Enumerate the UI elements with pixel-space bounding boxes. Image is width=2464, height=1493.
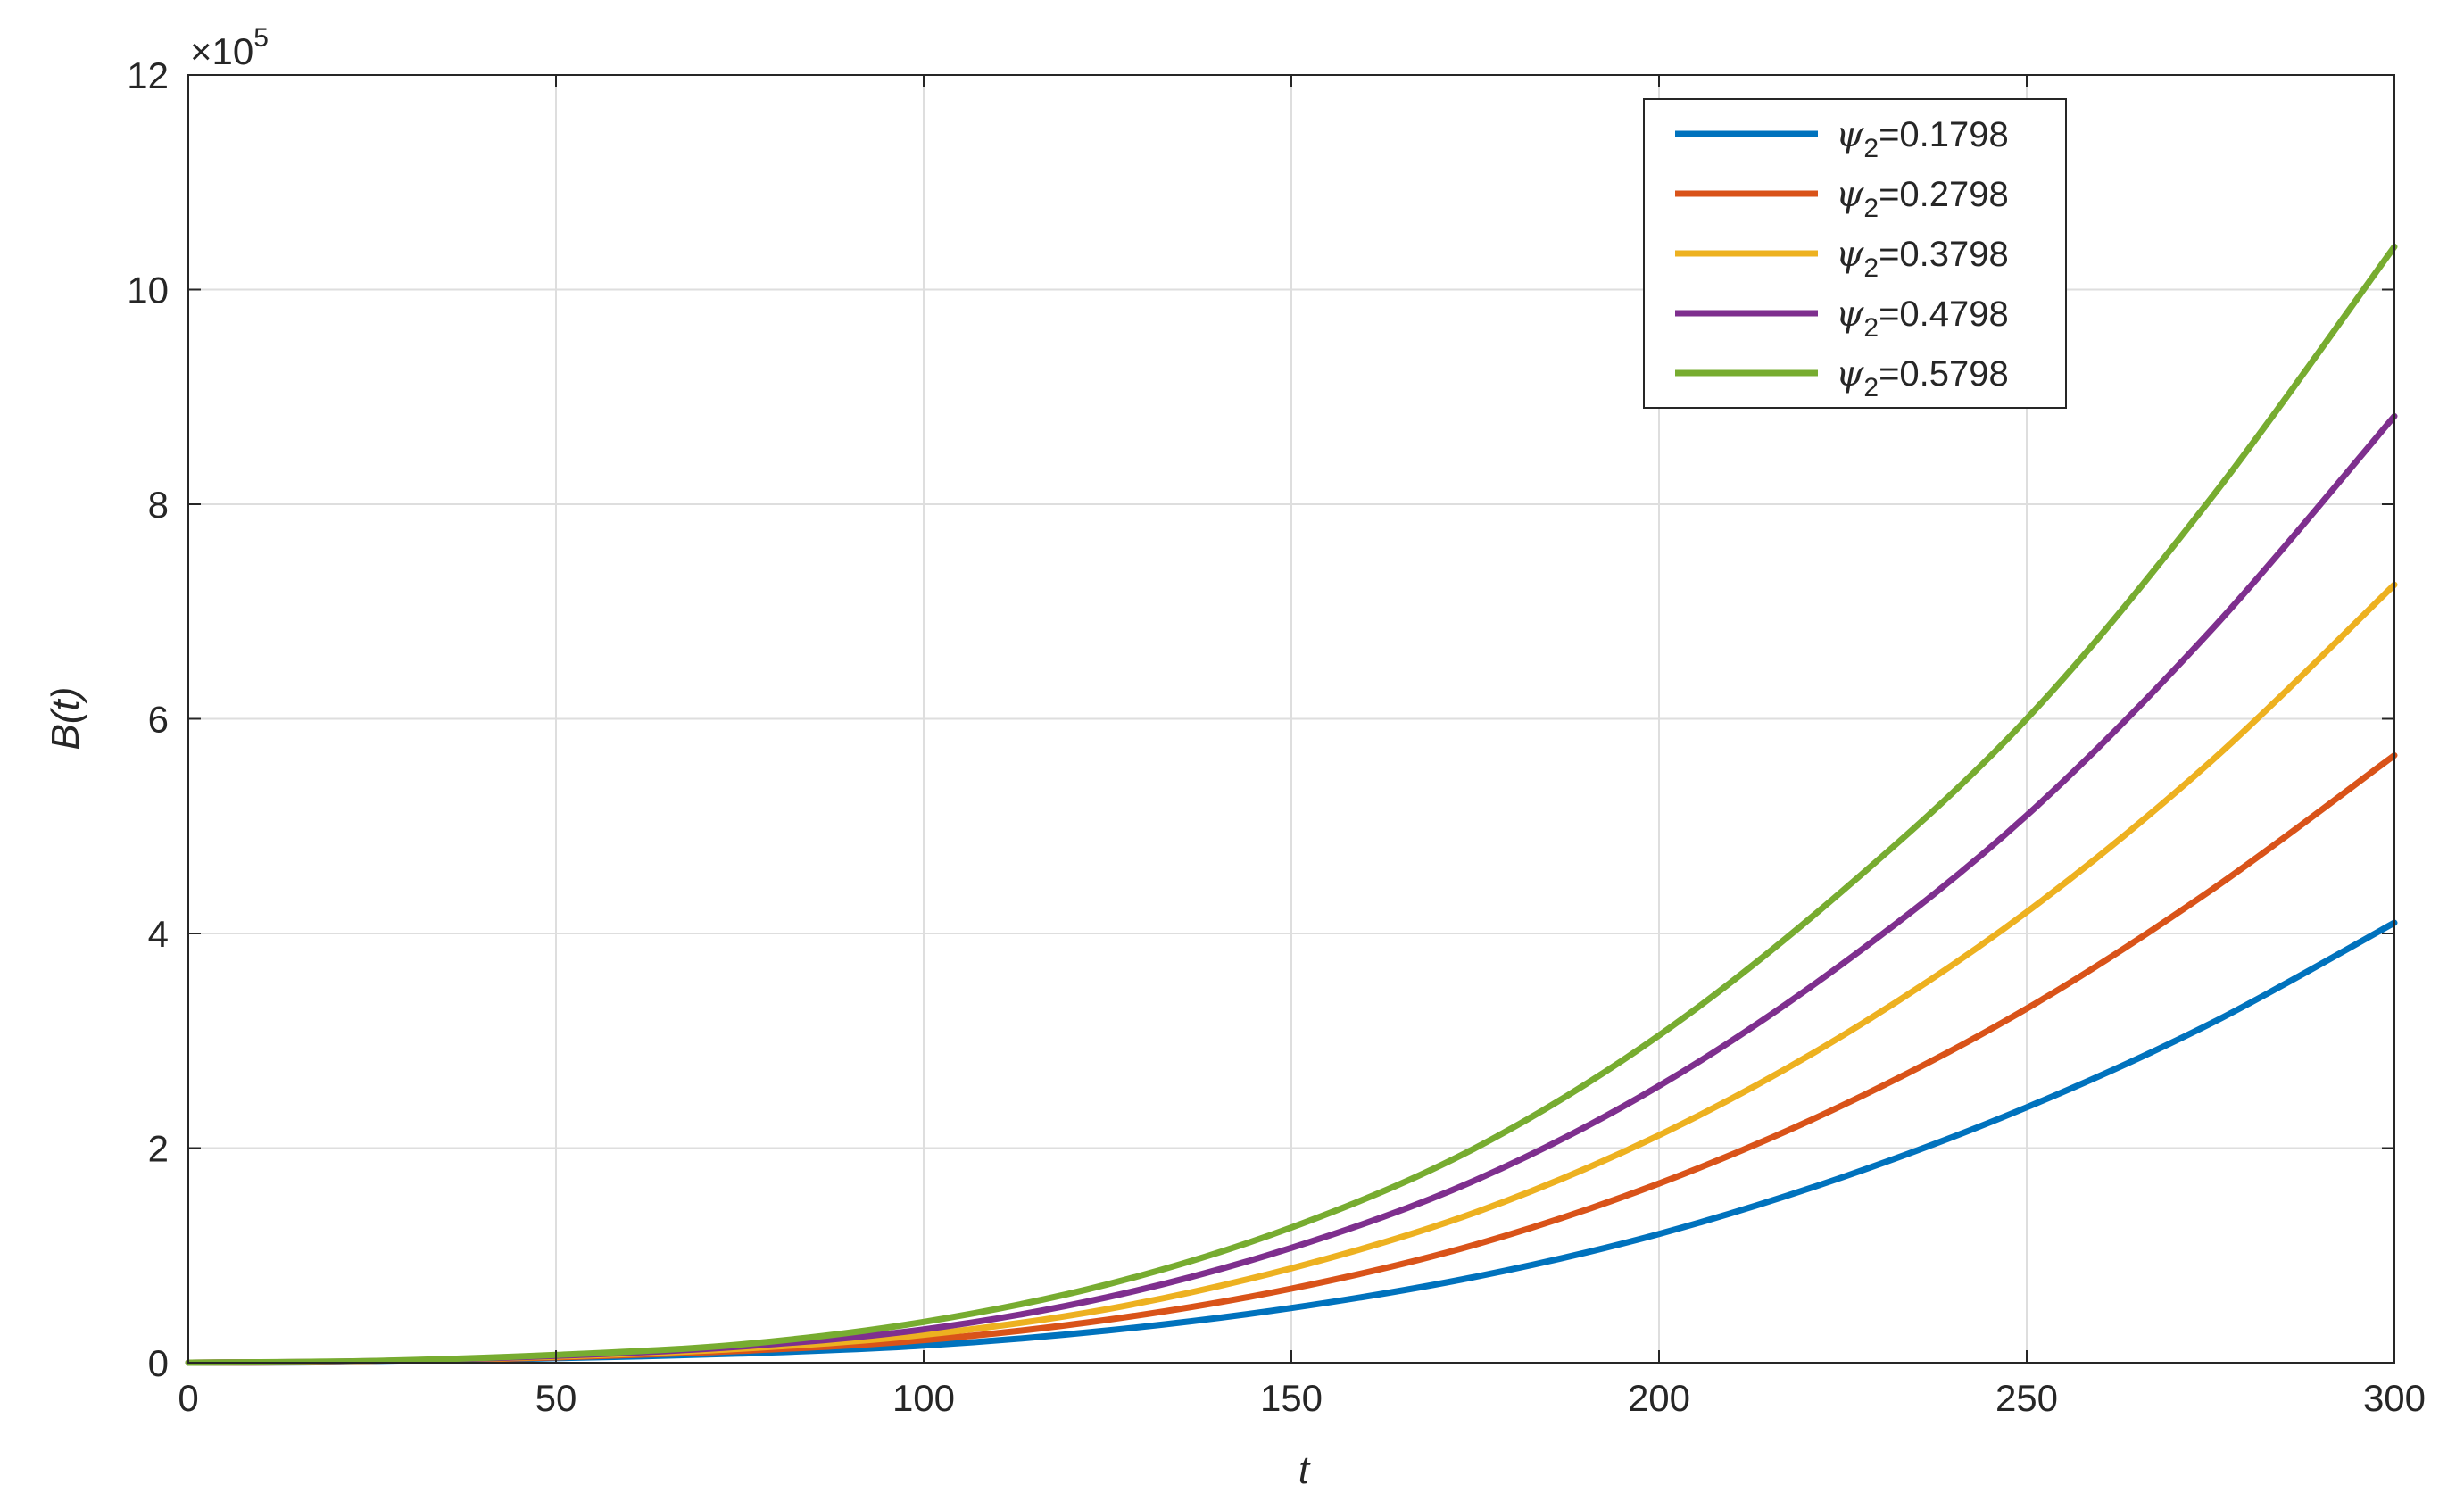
y-exponent-label: ×105 (190, 23, 269, 72)
y-tick-label: 2 (148, 1128, 169, 1170)
y-tick-label: 4 (148, 913, 169, 955)
legend-label: ψ2=0.1798 (1836, 114, 2009, 163)
legend-label: ψ2=0.3798 (1836, 234, 2009, 283)
legend-entry: ψ2=0.5798 (1675, 353, 2009, 402)
legend-entry: ψ2=0.4798 (1675, 294, 2009, 343)
legend: ψ2=0.1798 ψ2=0.2798 ψ2=0.3798 ψ2=0.4798 ψ2=0… (1643, 98, 2067, 409)
x-tick-label: 300 (2363, 1377, 2426, 1419)
y-axis-title: B(t) (44, 687, 87, 751)
ticks: 0 50 100 150 200 250 300 0 2 4 6 8 10 12 (127, 54, 2426, 1419)
y-tick-label: 8 (148, 484, 169, 526)
x-axis-title: t (1298, 1448, 1311, 1492)
legend-label: ψ2=0.4798 (1836, 294, 2009, 343)
x-tick-label: 250 (1995, 1377, 2058, 1419)
legend-label: ψ2=0.2798 (1836, 174, 2009, 223)
y-tick-label: 0 (148, 1342, 169, 1384)
legend-label: ψ2=0.5798 (1836, 353, 2009, 402)
legend-entry: ψ2=0.2798 (1675, 174, 2009, 223)
x-tick-label: 150 (1260, 1377, 1323, 1419)
x-tick-label: 200 (1628, 1377, 1690, 1419)
y-tick-label: 12 (127, 54, 169, 96)
legend-entry: ψ2=0.1798 (1675, 114, 2009, 163)
x-tick-label: 50 (535, 1377, 577, 1419)
x-tick-label: 0 (178, 1377, 198, 1419)
y-tick-label: 6 (148, 699, 169, 741)
series-line (185, 243, 2398, 1366)
x-tick-label: 100 (892, 1377, 955, 1419)
y-tick-label: 10 (127, 270, 169, 311)
y-exponent-power: 5 (253, 23, 269, 53)
legend-entry: ψ2=0.3798 (1675, 234, 2009, 283)
